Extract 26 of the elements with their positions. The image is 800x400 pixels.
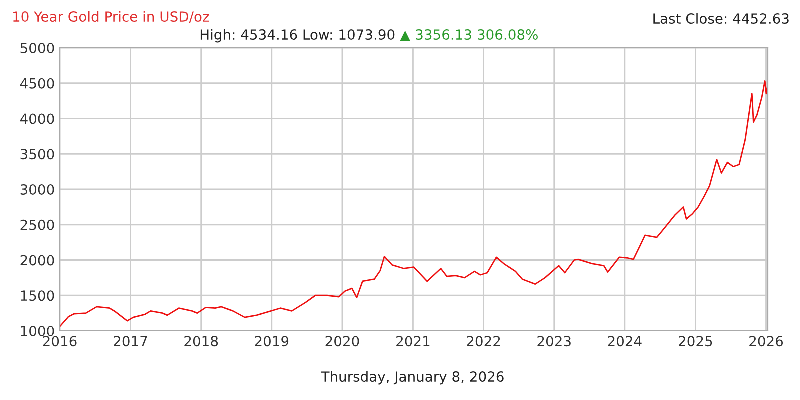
x-tick-label: 2024 [608,336,642,347]
x-tick-label: 2025 [679,336,712,347]
text: High: 4534.16 Low: 1073.90 [200,29,395,43]
y-tick-label: 4500 [20,78,54,89]
x-tick-label: 2026 [750,336,784,347]
text: Thursday, January 8, 2026 [321,371,504,385]
x-tick-label: 2020 [326,336,360,347]
y-tick-label: 1000 [21,326,54,336]
x-tick-label: 2023 [538,336,571,347]
y-tick-label: 5000 [20,42,54,54]
x-tick-label: 2019 [255,336,289,347]
line-series [60,80,768,327]
x-tick-label: 2018 [184,336,218,347]
y-tick-label: 4000 [20,114,54,124]
y-tick-label: 2000 [20,255,54,266]
x-tick-label: 2021 [396,336,430,347]
text: Last Close: 4452.63 [654,13,789,24]
y-tick-label: 3000 [20,184,54,195]
y-tick-label: 1500 [21,290,54,302]
text: ▲ 3356.13 306.08% [400,30,538,42]
chart-title: 10 Year Gold Price in USD/oz [14,11,210,24]
y-tick-label: 2500 [20,220,54,230]
x-tick-label: 2017 [114,336,148,347]
y-tick-label: 3500 [20,149,54,160]
x-tick-label: 2022 [467,336,500,347]
x-tick-label: 2016 [43,336,77,347]
